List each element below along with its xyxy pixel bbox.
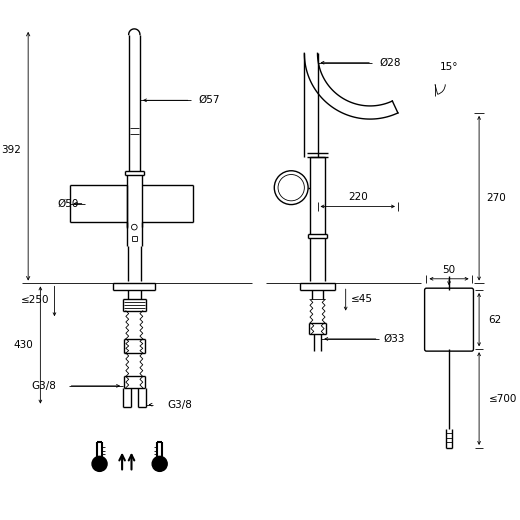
Text: 62: 62 xyxy=(488,315,502,324)
Text: ≤250: ≤250 xyxy=(21,295,50,305)
Text: 270: 270 xyxy=(487,193,506,203)
Text: Ø33: Ø33 xyxy=(383,334,405,344)
Text: 50: 50 xyxy=(443,265,456,275)
Circle shape xyxy=(92,457,107,471)
Circle shape xyxy=(152,457,167,471)
Text: 392: 392 xyxy=(1,145,21,154)
Text: 15°: 15° xyxy=(439,62,458,72)
Text: ≤700: ≤700 xyxy=(488,394,517,404)
Text: Ø28: Ø28 xyxy=(380,58,401,68)
Text: Ø57: Ø57 xyxy=(198,95,219,105)
Text: G3/8: G3/8 xyxy=(167,400,192,410)
Text: 430: 430 xyxy=(13,340,33,350)
Text: G3/8: G3/8 xyxy=(32,381,56,391)
Text: Ø50: Ø50 xyxy=(58,199,79,209)
Text: ≤45: ≤45 xyxy=(350,294,372,304)
Text: 220: 220 xyxy=(348,192,368,202)
